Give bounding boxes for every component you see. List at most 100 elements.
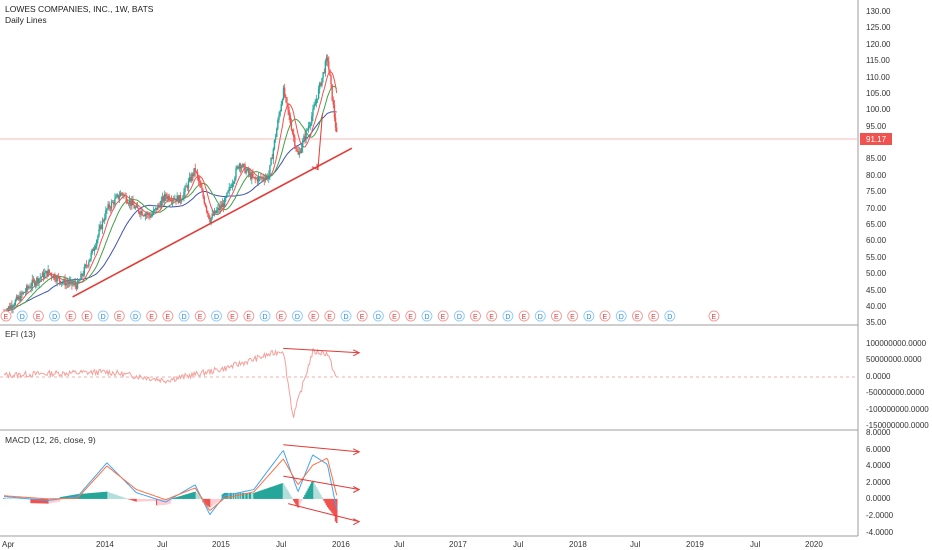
candle-body [24,291,27,293]
macd-histogram-bar [91,492,94,499]
macd-histogram-bar [272,486,275,499]
macd-histogram-bar [230,492,233,499]
candle-body [156,207,158,210]
macd-histogram-bar [155,498,158,506]
macd-histogram-bar [247,492,250,499]
time-label: 2015 [212,540,230,549]
candle-body [326,57,329,62]
candle-body [16,296,19,300]
candle-body [135,205,138,208]
macd-histogram-bar [106,491,108,499]
macd-histogram-bar [290,496,293,499]
price-tick: 100.00 [866,105,891,114]
time-label: Jul [157,540,167,549]
candle-body [51,276,54,279]
price-tick: 120.00 [866,40,891,49]
efi-tick: -150000000.0000 [866,421,929,430]
candle-body [223,198,226,207]
macd-histogram-bar [13,498,15,499]
time-label: 2020 [805,540,823,549]
candle-body [314,103,316,106]
candle-body [7,306,10,310]
candle-body [282,87,285,100]
candle-body [239,164,242,169]
earnings-marker-label: E [68,314,73,321]
earnings-marker [65,310,77,322]
macd-histogram-bar [229,492,232,499]
time-axis[interactable]: Apr 2014 Jul 2015 Jul 2016 Jul 2017 Jul … [2,540,823,549]
macd-histogram-bar [102,491,105,499]
earnings-marker [308,310,320,322]
macd-histogram-bar [111,493,114,499]
candle-body [151,214,153,217]
macd-histogram-bar [118,495,121,499]
macd-histogram-bar [34,498,37,504]
earnings-marker [324,310,336,322]
macd-histogram-bar [168,498,171,504]
candle-body [34,282,37,286]
candle-body [93,248,96,251]
candle-body [296,149,298,152]
candle-body [193,168,195,176]
last-price-label: 91.17 [866,135,887,144]
trendline-group[interactable] [72,113,353,298]
earnings-marker-label: E [360,314,365,321]
candle-body [48,269,50,273]
macd-divergence-line [283,444,360,453]
dividend-marker-label: D [295,314,300,321]
macd-histogram-bar [275,485,278,499]
macd-histogram-bar [153,498,156,501]
macd-histogram-bar [239,492,242,499]
macd-histogram-bar [236,492,238,499]
macd-histogram-bar [258,490,261,499]
macd-histogram-bar [308,486,311,499]
candle-body [130,200,132,206]
macd-axis[interactable]: 8.0000 6.0000 4.0000 2.0000 0.0000 -2.00… [866,428,894,537]
efi-axis[interactable]: 100000000.0000 50000000.0000 0.0000 -500… [0,339,929,430]
earnings-marker [0,310,12,322]
candle-body [230,187,233,188]
macd-histogram-bar [47,498,49,504]
candle-body [44,273,46,278]
macd-histogram-bar [103,491,106,499]
macd-histogram-bar [255,492,258,499]
macd-histogram-bar [159,498,161,506]
macd-histogram-bar [141,498,143,502]
candle-body [242,164,244,167]
macd-histogram-bar [57,498,60,502]
macd-histogram-bar [274,485,277,499]
earnings-marker-label: E [311,314,316,321]
price-tick: 130.00 [866,7,891,16]
price-candles[interactable] [3,54,338,318]
candle-body [178,195,181,203]
macd-histogram-bar [195,492,198,499]
candle-body [150,216,152,218]
macd-histogram-bar [110,493,113,499]
earnings-marker-label: E [392,314,397,321]
macd-histogram-bar [136,498,139,502]
candle-body [27,286,29,289]
candle-body [191,173,193,182]
candle-body [190,177,192,182]
candle-body [248,172,251,174]
earnings-marker-label: E [117,314,122,321]
candle-body [116,194,118,197]
candle-body [13,305,15,307]
macd-histogram-bar [175,497,177,499]
candle-body [108,204,110,208]
candle-body [88,261,90,266]
macd-histogram-bar [244,492,246,499]
macd-histogram-bar [14,498,17,499]
macd-histogram-bar [33,498,36,504]
efi-series [3,347,361,418]
candle-body [49,272,52,274]
macd-histogram-bar [108,492,111,499]
price-axis[interactable]: 130.00 120.00 125.00 115.00 110.00 105.0… [866,7,891,327]
macd-arrow-head [352,486,361,493]
candle-body [294,136,296,147]
macd-histogram-bar [252,492,254,499]
earnings-marker [551,310,562,322]
candle-body [50,273,53,277]
